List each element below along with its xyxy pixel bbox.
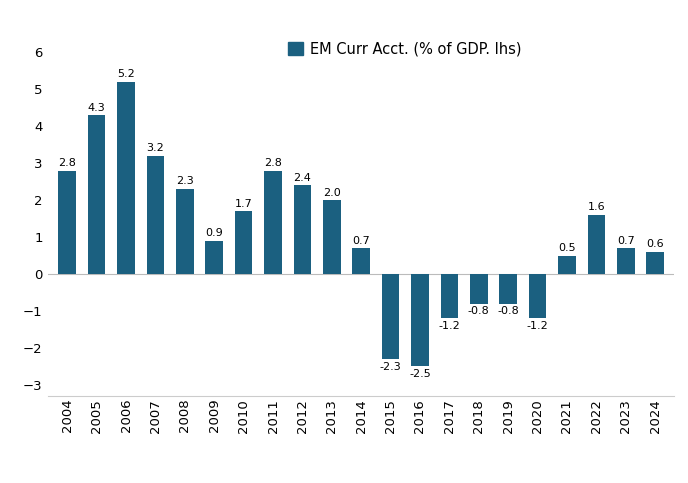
Bar — [646, 252, 664, 274]
Text: 0.9: 0.9 — [205, 228, 223, 238]
Text: -0.8: -0.8 — [468, 306, 490, 316]
Bar — [147, 156, 164, 274]
Bar — [88, 115, 105, 274]
Text: -0.8: -0.8 — [497, 306, 519, 316]
Text: -2.5: -2.5 — [409, 369, 431, 379]
Text: 2.8: 2.8 — [264, 158, 282, 168]
Text: 0.7: 0.7 — [617, 236, 634, 246]
Bar — [294, 185, 311, 274]
Text: -2.3: -2.3 — [380, 362, 402, 372]
Text: 0.6: 0.6 — [646, 239, 664, 249]
Bar — [440, 274, 458, 318]
Bar — [588, 215, 605, 274]
Bar — [58, 170, 76, 274]
Bar — [470, 274, 488, 304]
Bar — [117, 82, 135, 274]
Bar — [558, 256, 576, 274]
Bar — [235, 211, 252, 274]
Bar — [617, 248, 634, 274]
Legend: EM Curr Acct. (% of GDP. lhs): EM Curr Acct. (% of GDP. lhs) — [288, 41, 522, 56]
Bar — [206, 241, 223, 274]
Text: 4.3: 4.3 — [88, 102, 105, 113]
Bar — [382, 274, 400, 359]
Text: -1.2: -1.2 — [438, 321, 460, 331]
Text: 5.2: 5.2 — [117, 69, 135, 79]
Text: 2.3: 2.3 — [176, 176, 194, 186]
Bar — [352, 248, 370, 274]
Bar — [499, 274, 517, 304]
Text: 2.0: 2.0 — [323, 187, 341, 198]
Text: 1.7: 1.7 — [235, 199, 252, 209]
Bar — [176, 189, 193, 274]
Bar — [323, 200, 341, 274]
Text: -1.2: -1.2 — [527, 321, 548, 331]
Text: 1.6: 1.6 — [588, 202, 605, 213]
Text: 3.2: 3.2 — [147, 143, 164, 153]
Text: 0.7: 0.7 — [352, 236, 370, 246]
Bar — [264, 170, 282, 274]
Text: 0.5: 0.5 — [558, 243, 576, 253]
Text: 2.8: 2.8 — [58, 158, 76, 168]
Text: 2.4: 2.4 — [294, 173, 312, 183]
Bar — [529, 274, 546, 318]
Bar — [411, 274, 429, 367]
